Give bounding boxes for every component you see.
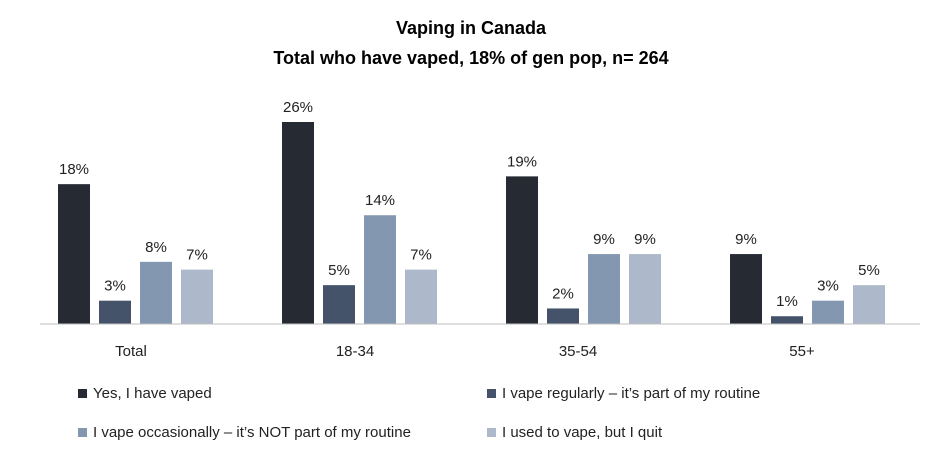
legend-label: I vape occasionally – it’s NOT part of m… — [93, 424, 411, 441]
bar-35-54-series-3 — [588, 254, 620, 324]
category-label: Total — [115, 343, 147, 360]
bar-35-54-series-4 — [629, 254, 661, 324]
data-label: 3% — [817, 278, 839, 295]
legend-label: I used to vape, but I quit — [502, 424, 663, 441]
chart-title: Vaping in Canada — [396, 18, 547, 38]
data-label: 5% — [328, 262, 350, 279]
legend-swatch — [487, 389, 496, 398]
data-label: 9% — [593, 231, 615, 248]
data-label: 26% — [283, 99, 313, 116]
bar-55--series-4 — [853, 285, 885, 324]
plot-area: 18% 3% 8% 7% Total 26% 5% 14% 7% 18-34 19% 2% 9% 9% 35… — [58, 99, 885, 360]
data-label: 7% — [186, 247, 208, 264]
bar-total-series-2 — [99, 300, 131, 324]
bar-total-series-1 — [58, 184, 90, 324]
data-label: 1% — [776, 293, 798, 310]
bar-35-54-series-2 — [547, 308, 579, 324]
bar-18-34-series-1 — [282, 122, 314, 324]
category-label: 18-34 — [336, 343, 374, 360]
bar-55--series-1 — [730, 254, 762, 324]
legend-swatch — [78, 389, 87, 398]
bar-18-34-series-2 — [323, 285, 355, 324]
bar-total-series-3 — [140, 261, 172, 324]
data-label: 3% — [104, 278, 126, 295]
bar-18-34-series-3 — [364, 215, 396, 324]
chart-subtitle: Total who have vaped, 18% of gen pop, n=… — [273, 48, 668, 68]
category-label: 35-54 — [559, 343, 597, 360]
data-label: 19% — [507, 153, 537, 170]
legend: Yes, I have vaped I vape regularly – it’s… — [78, 385, 760, 441]
data-label: 2% — [552, 285, 574, 302]
data-label: 9% — [634, 231, 656, 248]
bar-total-series-4 — [181, 269, 213, 324]
data-label: 7% — [410, 247, 432, 264]
data-label: 9% — [735, 231, 757, 248]
legend-label: Yes, I have vaped — [93, 385, 212, 402]
data-label: 8% — [145, 239, 167, 256]
bar-55--series-2 — [771, 316, 803, 324]
data-label: 5% — [858, 262, 880, 279]
legend-label: I vape regularly – it’s part of my routi… — [502, 385, 760, 402]
bar-55--series-3 — [812, 300, 844, 324]
category-label: 55+ — [789, 343, 815, 360]
legend-swatch — [78, 428, 87, 437]
bar-18-34-series-4 — [405, 269, 437, 324]
data-label: 18% — [59, 161, 89, 178]
bar-35-54-series-1 — [506, 176, 538, 324]
legend-swatch — [487, 428, 496, 437]
data-label: 14% — [365, 192, 395, 209]
